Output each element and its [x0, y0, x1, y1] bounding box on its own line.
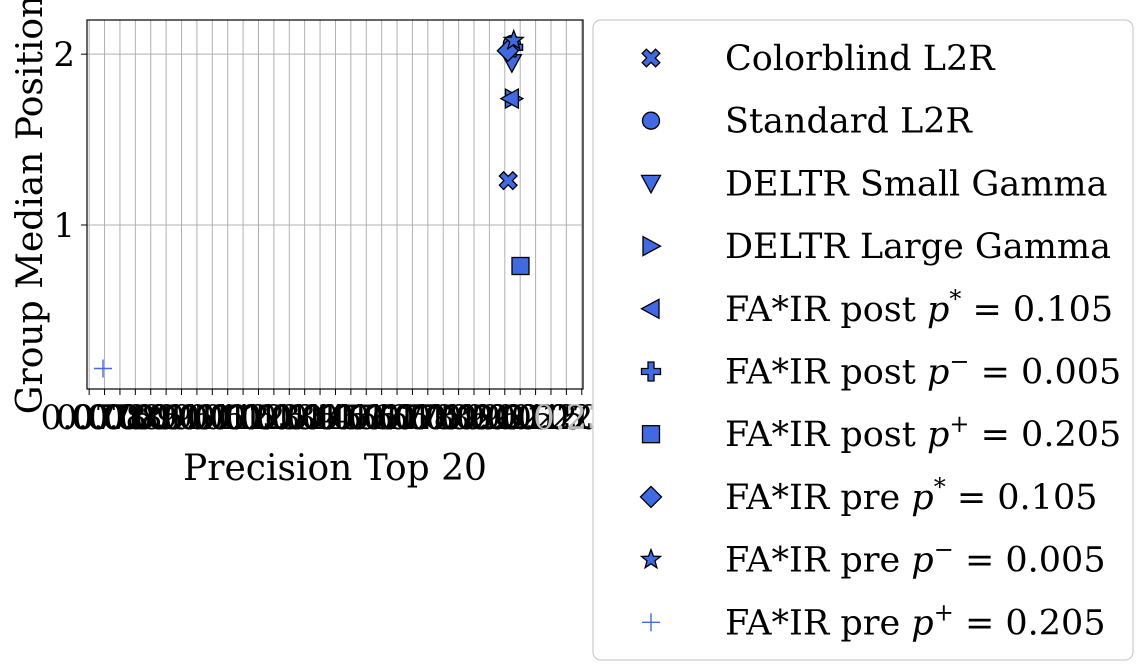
x-tick-label: 0.160 [318, 398, 415, 438]
legend-marker [640, 361, 662, 382]
x-tick-label: 0.100 [133, 398, 230, 438]
x-axis-ticks: 0.0700.0750.0800.0850.0900.0950.1000.105… [40, 389, 630, 438]
x-tick-label: 0.075 [56, 398, 153, 438]
x-tick-label: 0.215 [487, 398, 584, 438]
x-tick-label: 0.210 [472, 398, 569, 438]
legend-label: FA*IR pre p− = 0.005 [725, 536, 1106, 581]
legend-marker [641, 425, 661, 444]
legend-marker [642, 613, 660, 632]
x-axis-label: Precision Top 20 [183, 448, 487, 489]
x-tick-label: 0.140 [256, 398, 353, 438]
legend-label: FA*IR post p* = 0.105 [725, 285, 1113, 330]
x-tick-label: 0.070 [40, 398, 137, 438]
x-tick-label: 0.150 [287, 398, 384, 438]
x-tick-label: 0.170 [348, 398, 445, 438]
x-tick-label: 0.090 [102, 398, 199, 438]
legend-marker [641, 111, 661, 130]
y-tick-label: 2 [53, 35, 75, 75]
legend-box [592, 19, 1134, 661]
x-tick-label: 0.095 [117, 398, 214, 438]
legend-label: DELTR Large Gamma [725, 227, 1111, 267]
x-tick-label: 0.125 [210, 398, 307, 438]
legend-marker [639, 547, 663, 570]
legend-marker [640, 298, 660, 320]
x-tick-label: 0.200 [441, 398, 538, 438]
x-tick-label: 0.155 [302, 398, 399, 438]
x-tick-label: 0.175 [364, 398, 461, 438]
legend-marker [640, 174, 662, 195]
legend-label: Standard L2R [725, 102, 973, 142]
plot-frame [86, 19, 584, 390]
x-tick-label: 0.185 [395, 398, 492, 438]
x-tick-label: 0.195 [425, 398, 522, 438]
data-points [94, 28, 530, 378]
legend: Colorblind L2R Standard L2R DELTR Small Ga… [592, 19, 1134, 661]
data-point [94, 359, 113, 378]
data-point [499, 87, 519, 110]
x-tick-label: 0.190 [410, 398, 507, 438]
legend-marker [642, 235, 662, 257]
x-tick-label: 0.205 [456, 398, 553, 438]
legend-label: FA*IR post p− = 0.005 [725, 348, 1121, 393]
x-tick-label: 0.105 [148, 398, 245, 438]
x-tick-label: 0.115 [179, 398, 276, 438]
x-tick-label: 0.220 [502, 398, 599, 438]
legend-label: FA*IR pre p* = 0.105 [725, 473, 1097, 518]
x-tick-label: 0.145 [271, 398, 368, 438]
y-axis-ticks: 12 [53, 35, 87, 246]
data-point [498, 170, 518, 191]
legend-marker [641, 48, 661, 68]
x-tick-label: 0.110 [164, 398, 261, 438]
data-point [502, 28, 526, 51]
data-point [511, 256, 530, 276]
x-tick-label: 0.085 [87, 398, 184, 438]
legend-label: FA*IR pre p+ = 0.205 [725, 598, 1106, 643]
legend-marker [639, 485, 663, 509]
legend-label: FA*IR post p+ = 0.205 [725, 410, 1121, 455]
x-tick-label: 0.180 [379, 398, 476, 438]
grid-lines [87, 20, 583, 389]
x-tick-label: 0.120 [194, 398, 291, 438]
x-tick-label: 0.130 [225, 398, 322, 438]
x-tick-label: 0.080 [71, 398, 168, 438]
legend-label: DELTR Small Gamma [725, 164, 1107, 204]
y-tick-label: 1 [53, 206, 75, 246]
y-axis-label: Group Median Position [10, 0, 51, 414]
x-tick-label: 0.135 [241, 398, 338, 438]
legend-label: Colorblind L2R [725, 39, 996, 79]
x-tick-label: 0.165 [333, 398, 430, 438]
